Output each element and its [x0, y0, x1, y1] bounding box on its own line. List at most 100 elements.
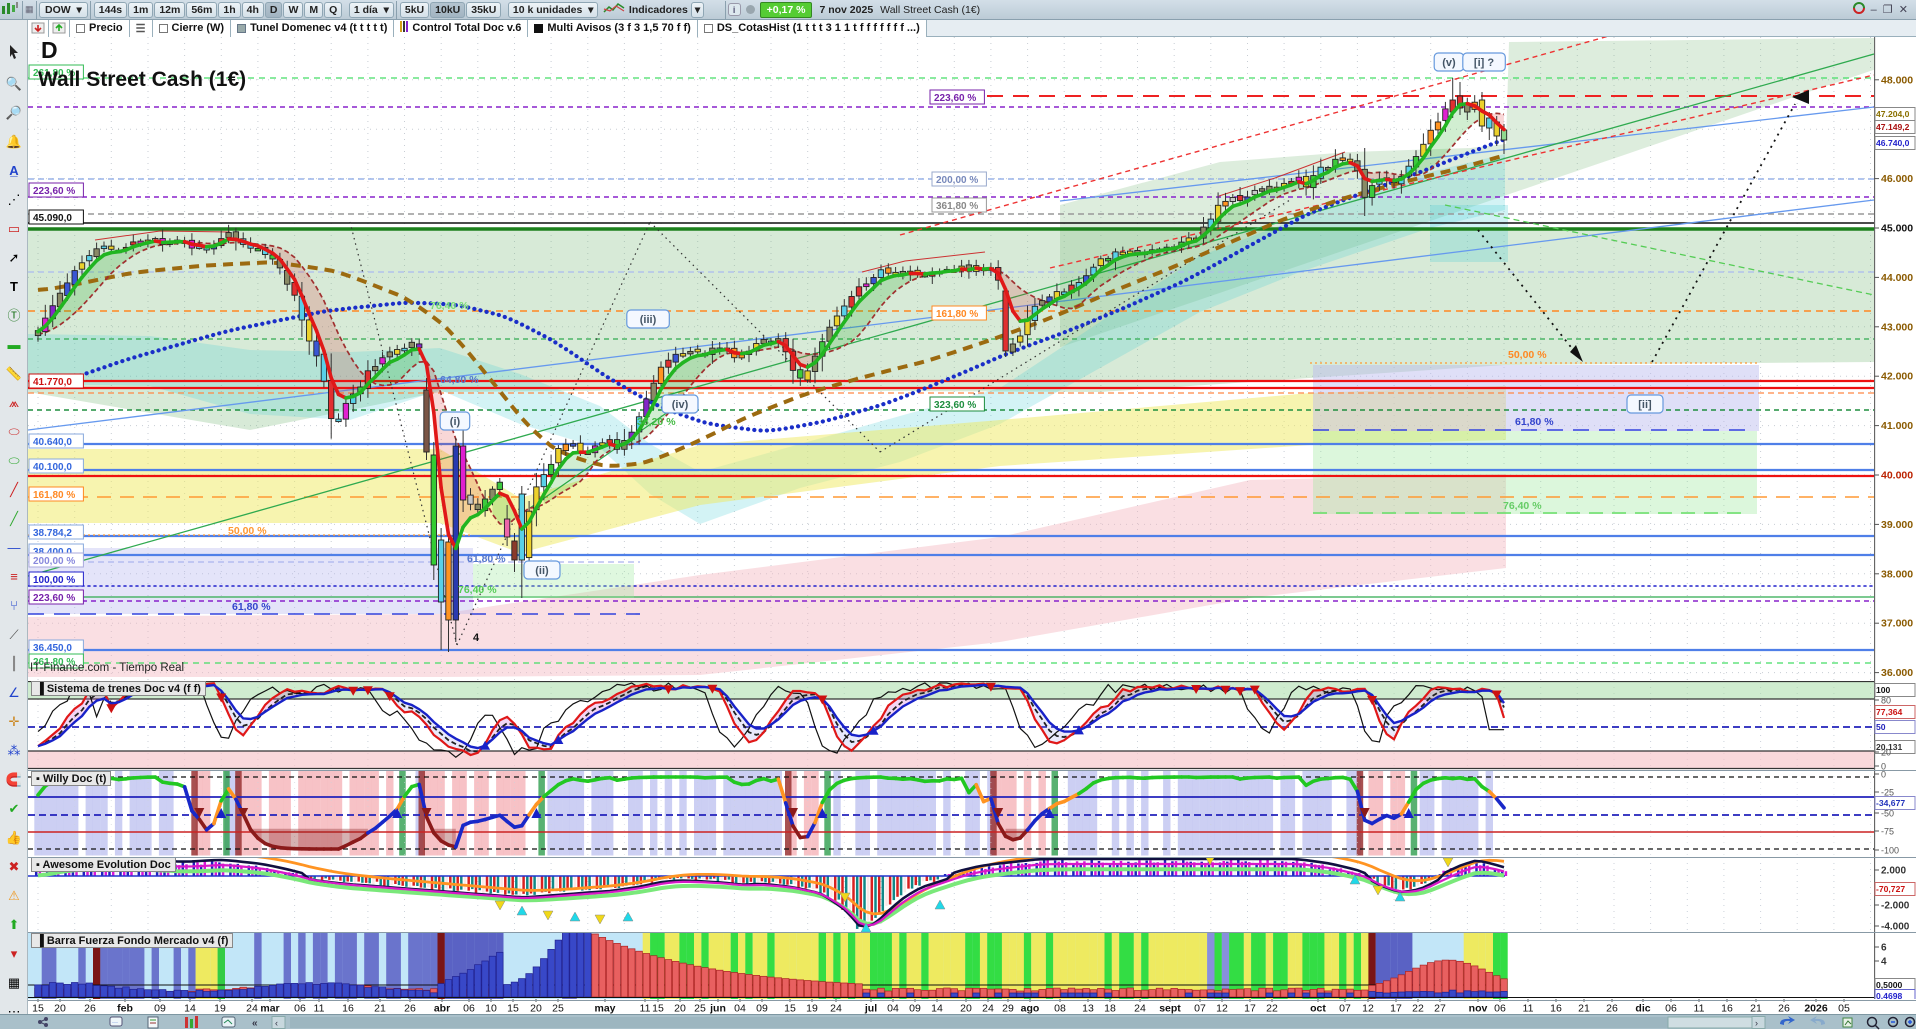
- svg-text:41.770,0: 41.770,0: [33, 377, 72, 388]
- svg-text:20: 20: [960, 1003, 972, 1015]
- svg-text:14: 14: [931, 1003, 943, 1015]
- svg-text:100,00 %: 100,00 %: [33, 575, 75, 586]
- svg-text:[i] ?: [i] ?: [1474, 57, 1494, 69]
- svg-text:40.640,0: 40.640,0: [33, 437, 72, 448]
- svg-text:06: 06: [1665, 1003, 1677, 1015]
- svg-text:21: 21: [1578, 1003, 1590, 1015]
- svg-text:15: 15: [32, 1003, 44, 1015]
- svg-text:61,80 %: 61,80 %: [1515, 416, 1554, 428]
- svg-text:22: 22: [1412, 1003, 1424, 1015]
- svg-text:323,60 %: 323,60 %: [934, 400, 976, 411]
- svg-text:0,5000: 0,5000: [1876, 980, 1903, 990]
- svg-text:Wall Street Cash (1€): Wall Street Cash (1€): [38, 68, 246, 91]
- svg-text:07: 07: [1194, 1003, 1206, 1015]
- svg-text:161,80 %: 161,80 %: [936, 309, 978, 320]
- svg-text:10: 10: [485, 1003, 497, 1015]
- svg-text:20: 20: [674, 1003, 686, 1015]
- svg-text:80: 80: [1881, 696, 1891, 706]
- svg-text:2.000: 2.000: [1881, 866, 1906, 877]
- svg-text:oct: oct: [1310, 1003, 1326, 1015]
- svg-text:jun: jun: [709, 1003, 726, 1015]
- svg-text:-50: -50: [1881, 809, 1894, 819]
- svg-text:abr: abr: [434, 1003, 450, 1015]
- svg-text:44.000: 44.000: [1881, 272, 1913, 284]
- svg-text:16: 16: [1550, 1003, 1562, 1015]
- svg-text:4: 4: [473, 632, 480, 644]
- svg-text:09: 09: [756, 1003, 768, 1015]
- svg-text:26: 26: [1606, 1003, 1618, 1015]
- svg-text:76,40 %: 76,40 %: [1503, 500, 1542, 512]
- svg-text:50,00 %: 50,00 %: [1508, 349, 1547, 361]
- svg-text:IT-Finance.com - Tiempo Real: IT-Finance.com - Tiempo Real: [30, 662, 184, 674]
- svg-text:64,80 %: 64,80 %: [440, 374, 479, 386]
- svg-text:(iv): (iv): [672, 399, 689, 411]
- svg-text:46.000: 46.000: [1881, 173, 1913, 185]
- svg-text:16: 16: [1721, 1003, 1733, 1015]
- svg-text:08: 08: [1054, 1003, 1066, 1015]
- svg-text:nov: nov: [1469, 1003, 1488, 1015]
- svg-text:38.784,2: 38.784,2: [33, 528, 72, 539]
- svg-text:161,80 %: 161,80 %: [33, 490, 75, 501]
- svg-text:200,00 %: 200,00 %: [33, 556, 75, 567]
- svg-text:[ii]: [ii]: [1638, 399, 1652, 411]
- svg-text:06: 06: [294, 1003, 306, 1015]
- svg-text:11: 11: [1523, 1003, 1534, 1015]
- svg-text:200,00 %: 200,00 %: [936, 175, 978, 186]
- svg-text:‹: ‹: [275, 1018, 278, 1028]
- svg-text:4: 4: [1881, 957, 1887, 968]
- svg-text:223,60 %: 223,60 %: [33, 593, 75, 604]
- svg-text:›: ›: [1755, 1018, 1758, 1028]
- svg-text:ago: ago: [1021, 1003, 1040, 1015]
- svg-text:26: 26: [1778, 1003, 1790, 1015]
- svg-text:36.000: 36.000: [1881, 667, 1913, 679]
- svg-text:223,60 %: 223,60 %: [934, 93, 976, 104]
- svg-text:-100: -100: [1881, 846, 1899, 856]
- svg-text:61,80 %: 61,80 %: [232, 601, 271, 613]
- svg-text:47.149,2: 47.149,2: [1876, 122, 1910, 132]
- svg-text:61,80 %: 61,80 %: [467, 553, 506, 565]
- svg-text:18: 18: [1104, 1003, 1116, 1015]
- svg-text:50,00 %: 50,00 %: [228, 525, 267, 537]
- svg-text:-70,727: -70,727: [1876, 884, 1905, 894]
- svg-text:50: 50: [1876, 722, 1886, 732]
- svg-text:76,40 %: 76,40 %: [458, 584, 497, 596]
- svg-text:07: 07: [1339, 1003, 1351, 1015]
- svg-text:15: 15: [507, 1003, 519, 1015]
- svg-text:feb: feb: [117, 1003, 133, 1015]
- svg-text:sept: sept: [1159, 1003, 1181, 1015]
- svg-text:27: 27: [1434, 1003, 1446, 1015]
- svg-text:38,20 %: 38,20 %: [637, 416, 676, 428]
- svg-text:-75: -75: [1881, 827, 1894, 837]
- svg-text:12: 12: [1216, 1003, 1228, 1015]
- svg-text:21: 21: [1750, 1003, 1762, 1015]
- svg-text:26: 26: [404, 1003, 416, 1015]
- svg-text:361,80 %: 361,80 %: [936, 201, 978, 212]
- svg-text:may: may: [594, 1003, 615, 1015]
- svg-text:12: 12: [1362, 1003, 1374, 1015]
- svg-text:25: 25: [552, 1003, 564, 1015]
- svg-text:mar: mar: [260, 1003, 279, 1015]
- svg-text:223,60 %: 223,60 %: [33, 186, 75, 197]
- svg-text:20: 20: [1881, 748, 1891, 758]
- svg-text:dic: dic: [1635, 1003, 1650, 1015]
- svg-text:6: 6: [1881, 943, 1887, 954]
- svg-text:40.100,0: 40.100,0: [33, 462, 72, 473]
- svg-text:24: 24: [982, 1003, 994, 1015]
- svg-text:11: 11: [314, 1003, 325, 1015]
- svg-text:04: 04: [734, 1003, 746, 1015]
- svg-text:38.000: 38.000: [1881, 568, 1913, 580]
- svg-text:20: 20: [530, 1003, 542, 1015]
- svg-text:09: 09: [154, 1003, 166, 1015]
- svg-text:17: 17: [1390, 1003, 1402, 1015]
- svg-text:43.000: 43.000: [1881, 321, 1913, 333]
- svg-text:17: 17: [1244, 1003, 1256, 1015]
- svg-text:39.000: 39.000: [1881, 519, 1913, 531]
- svg-text:40.000: 40.000: [1881, 470, 1913, 482]
- svg-text:(iii): (iii): [640, 314, 657, 326]
- svg-text:20: 20: [54, 1003, 66, 1015]
- svg-text:47.204,0: 47.204,0: [1876, 109, 1910, 119]
- svg-text:25: 25: [694, 1003, 706, 1015]
- svg-text:16: 16: [342, 1003, 354, 1015]
- svg-text:-34,677: -34,677: [1876, 798, 1905, 808]
- svg-text:(i): (i): [450, 416, 461, 428]
